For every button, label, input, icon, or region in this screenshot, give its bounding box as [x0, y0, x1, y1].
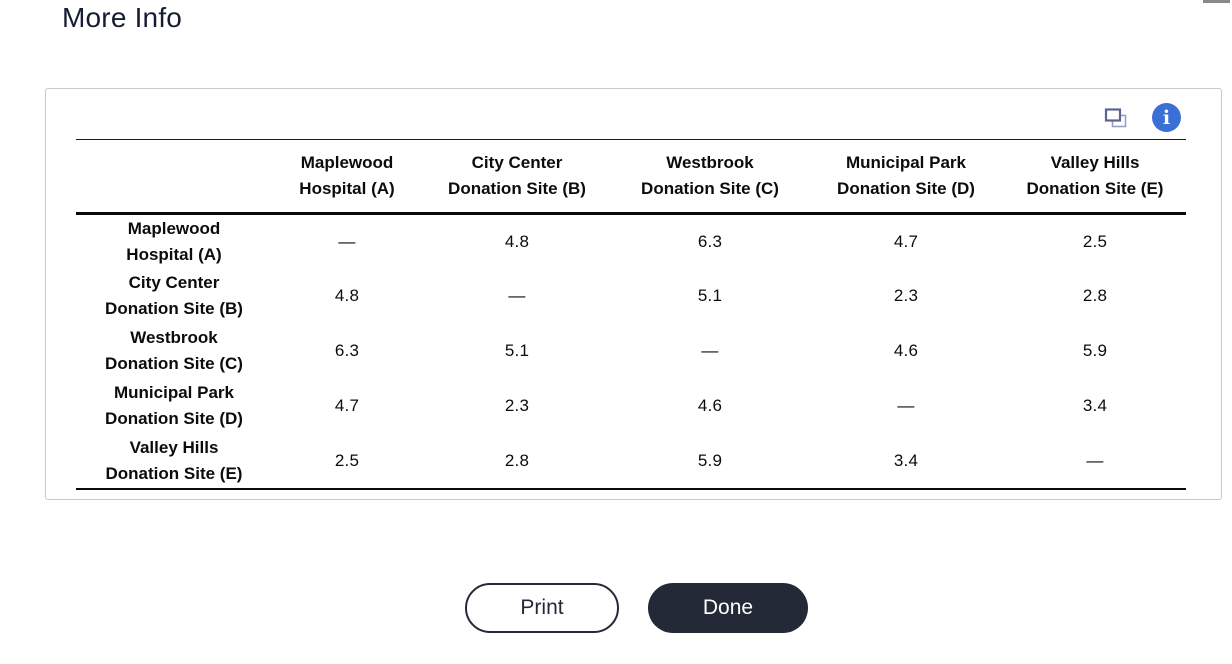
table-row: City Center Donation Site (B) 4.8 — 5.1 … — [76, 269, 1186, 324]
cell-value: 2.8 — [422, 433, 612, 490]
row-header-b: City Center Donation Site (B) — [105, 273, 243, 318]
col-header-b: City Center Donation Site (B) — [422, 139, 612, 215]
col-header-e: Valley Hills Donation Site (E) — [1004, 139, 1186, 215]
cell-value: 5.9 — [1082, 341, 1108, 360]
cell-value: 5.1 — [697, 286, 723, 305]
more-info-panel: i Maplewood Hospital (A) City Center Don… — [45, 88, 1222, 500]
cell-value: 4.7 — [334, 396, 360, 415]
cell-value: 2.5 — [272, 433, 422, 490]
cell-value: — — [897, 396, 915, 415]
col-header-d: Municipal Park Donation Site (D) — [808, 139, 1004, 215]
col-header-a: Maplewood Hospital (A) — [272, 139, 422, 215]
cell-value: 6.3 — [697, 231, 723, 251]
row-header-e: Valley Hills Donation Site (E) — [76, 433, 272, 490]
panel-toolbar: i — [1104, 103, 1181, 132]
info-icon[interactable]: i — [1152, 103, 1181, 132]
cell-value: — — [1004, 433, 1186, 490]
cell-value: — — [508, 286, 526, 305]
cell-value: 6.3 — [334, 341, 360, 360]
cell-value: 2.5 — [1082, 231, 1108, 251]
row-header-c: Westbrook Donation Site (C) — [105, 328, 243, 373]
cell-value: 2.3 — [504, 396, 530, 415]
cell-value: 2.3 — [893, 286, 919, 305]
print-button[interactable]: Print — [465, 583, 619, 633]
row-header-a: Maplewood Hospital (A) — [126, 218, 222, 264]
distance-matrix-table: Maplewood Hospital (A) City Center Donat… — [76, 139, 1186, 490]
header-row: Maplewood Hospital (A) City Center Donat… — [76, 139, 1186, 215]
cell-value: — — [701, 341, 719, 360]
cell-value: 5.9 — [612, 433, 808, 490]
table-row: Valley Hills Donation Site (E) 2.5 2.8 5… — [76, 433, 1186, 490]
cell-value: 3.4 — [808, 433, 1004, 490]
dialog-title: More Info — [62, 2, 183, 33]
row-header-d: Municipal Park Donation Site (D) — [105, 383, 243, 428]
cell-value: 4.8 — [504, 231, 530, 251]
table-row: Westbrook Donation Site (C) 6.3 5.1 — 4.… — [76, 324, 1186, 379]
cell-value: 4.8 — [334, 286, 360, 305]
table-row: Maplewood Hospital (A) — 4.8 6.3 4.7 2.5 — [76, 214, 1186, 269]
cell-value: 5.1 — [504, 341, 530, 360]
cell-value: 4.6 — [893, 341, 919, 360]
cell-value: 4.7 — [893, 231, 919, 251]
col-header-c: Westbrook Donation Site (C) — [612, 139, 808, 215]
cell-value: 4.6 — [697, 396, 723, 415]
table-row: Municipal Park Donation Site (D) 4.7 2.3… — [76, 379, 1186, 434]
duplicate-window-icon[interactable] — [1104, 107, 1128, 129]
cropped-ui-artifact — [1203, 0, 1230, 3]
done-button[interactable]: Done — [648, 583, 808, 633]
cell-value: — — [338, 231, 356, 251]
cell-value: 3.4 — [1082, 396, 1108, 415]
corner-cell — [76, 139, 272, 215]
cell-value: 2.8 — [1082, 286, 1108, 305]
